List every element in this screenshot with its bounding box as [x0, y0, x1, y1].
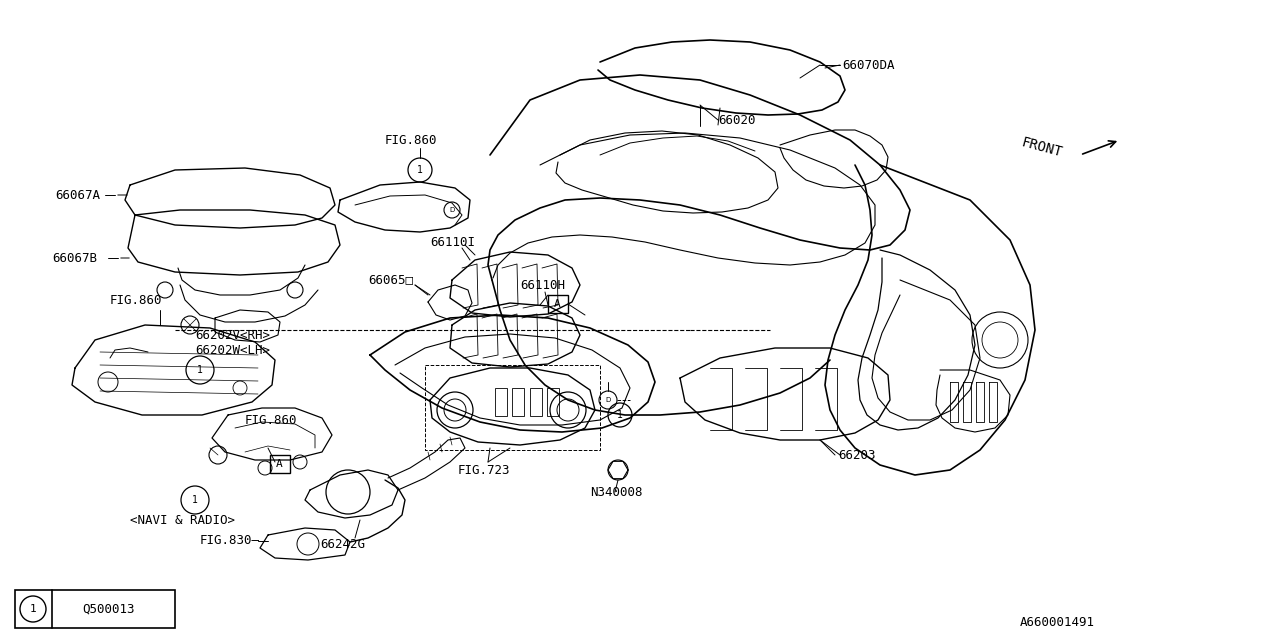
Text: 66070DA: 66070DA — [842, 58, 895, 72]
Bar — [548, 295, 568, 313]
Text: 1: 1 — [197, 365, 204, 375]
Text: FIG.830—: FIG.830— — [200, 534, 260, 547]
Text: 66110H: 66110H — [520, 278, 564, 291]
Bar — [270, 455, 291, 473]
Text: 66020: 66020 — [718, 113, 755, 127]
Text: FRONT: FRONT — [1020, 136, 1064, 160]
Bar — [547, 388, 559, 416]
Text: 1: 1 — [417, 165, 422, 175]
Text: FIG.860: FIG.860 — [244, 413, 297, 426]
Bar — [512, 388, 524, 416]
Text: N340008: N340008 — [590, 486, 643, 499]
Text: 66242G: 66242G — [320, 538, 365, 552]
Text: A660001491: A660001491 — [1020, 616, 1094, 628]
Text: A: A — [554, 299, 561, 309]
Text: FIG.723: FIG.723 — [458, 463, 511, 477]
Bar — [530, 388, 541, 416]
Bar — [495, 388, 507, 416]
Text: D: D — [605, 397, 611, 403]
Text: 66067B: 66067B — [52, 252, 97, 264]
Text: 1: 1 — [192, 495, 198, 505]
Bar — [15, 590, 175, 628]
Text: 66203: 66203 — [838, 449, 876, 461]
Text: 1: 1 — [617, 410, 623, 420]
Text: 66202V<RH>: 66202V<RH> — [195, 328, 270, 342]
Text: FIG.860: FIG.860 — [110, 294, 163, 307]
Text: 66067A: 66067A — [55, 189, 100, 202]
Text: FIG.860: FIG.860 — [385, 134, 438, 147]
Text: A: A — [276, 459, 283, 469]
Text: 66110I: 66110I — [430, 236, 475, 248]
Text: Q500013: Q500013 — [82, 602, 134, 616]
Text: 1: 1 — [29, 604, 36, 614]
Text: <NAVI & RADIO>: <NAVI & RADIO> — [131, 513, 236, 527]
Text: 66202W<LH>: 66202W<LH> — [195, 344, 270, 356]
Text: D: D — [449, 207, 454, 213]
Text: 66065□: 66065□ — [369, 273, 413, 287]
